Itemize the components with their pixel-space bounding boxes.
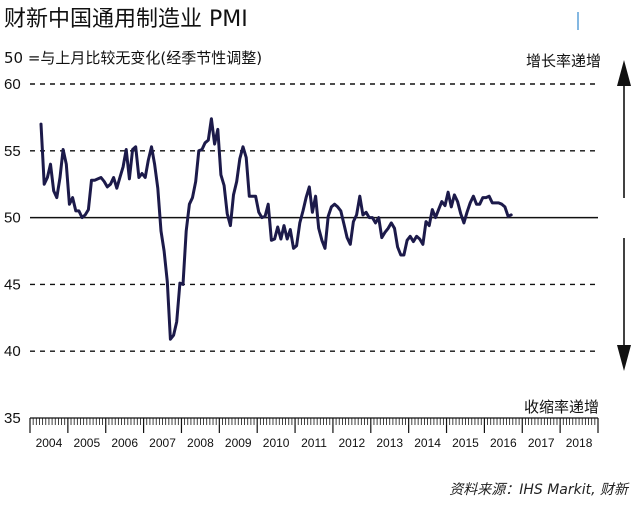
x-tick-label: 2018 [566, 436, 593, 450]
y-tick-labels: 35 40 45 50 55 60 [4, 76, 21, 427]
x-tick-label: 2008 [187, 436, 214, 450]
source-note: 资料来源：IHS Markit, 财新 [449, 482, 630, 498]
x-tick-label: 2004 [36, 436, 63, 450]
x-tick-label: 2009 [225, 436, 252, 450]
x-tick-label: 2014 [414, 436, 441, 450]
down-arrow [617, 238, 631, 371]
annotation-contraction: 收缩率递增 [524, 398, 599, 416]
y-tick-label: 35 [4, 410, 21, 427]
x-tick-label: 2007 [149, 436, 176, 450]
series-layer [39, 117, 513, 341]
up-arrow [617, 60, 631, 198]
x-tick-label: 2013 [376, 436, 403, 450]
y-tick-label: 60 [4, 76, 21, 93]
x-tick-label: 2005 [73, 436, 100, 450]
chart-title: 财新中国通用制造业 PMI [4, 7, 248, 32]
y-tick-label: 40 [4, 343, 21, 360]
x-tick-label: 2011 [301, 436, 327, 450]
grid-lines [30, 83, 598, 352]
y-tick-label: 55 [4, 143, 21, 160]
x-tick-label: 2015 [452, 436, 479, 450]
x-tick-label: 2010 [263, 436, 290, 450]
x-axis: 2004 2005 2006 2007 2008 2009 2010 2011 2012 2013… [29, 417, 599, 450]
annotation-expansion: 增长率递增 [526, 52, 601, 70]
x-tick-label: 2016 [490, 436, 517, 450]
y-tick-label: 50 [4, 210, 21, 227]
y-tick-label: 45 [4, 276, 21, 293]
x-tick-label: 2017 [528, 436, 555, 450]
pmi-series-line [39, 117, 513, 341]
x-tick-label: 2012 [339, 436, 366, 450]
x-tick-label: 2006 [111, 436, 138, 450]
chart-subtitle: 50 =与上月比较无变化(经季节性调整) [4, 49, 262, 67]
